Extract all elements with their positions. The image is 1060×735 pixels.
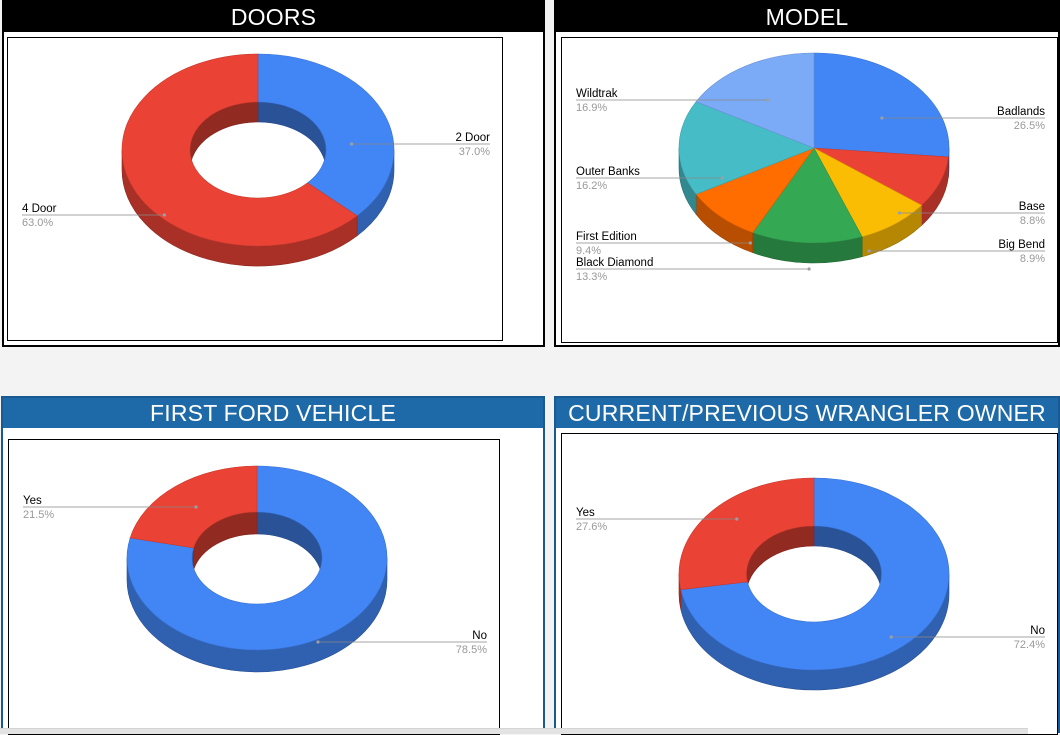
slice-percent-black-diamond: 13.3% — [576, 271, 607, 283]
leader-dot-no — [316, 640, 320, 644]
slice-percent-no: 78.5% — [456, 644, 487, 656]
wrangler-chart-area: No 72.4% Yes 27.6% — [561, 433, 1058, 735]
slice-label-badlands: Badlands — [997, 106, 1045, 118]
slice-percent-2-door: 37.0% — [459, 146, 490, 158]
leader-dot-yes — [194, 505, 198, 509]
slice-percent-badlands: 26.5% — [1014, 120, 1045, 132]
slice-percent-no: 72.4% — [1014, 639, 1045, 651]
leader-dot-outer-banks — [720, 176, 724, 180]
leader-dot-big-bend — [867, 249, 871, 253]
slice-badlands[interactable] — [813, 52, 950, 158]
slice-2-door[interactable] — [257, 53, 395, 217]
slice-percent-yes: 21.5% — [23, 509, 54, 521]
slice-percent-wildtrak: 16.9% — [576, 102, 607, 114]
doors-panel: DOORS 2 Door 37.0% 4 Door 63.0% — [2, 0, 545, 347]
doors-chart: 2 Door 37.0% 4 Door 63.0% — [22, 53, 490, 267]
slice-label-base: Base — [1019, 201, 1045, 213]
slice-percent-yes: 27.6% — [576, 521, 607, 533]
model-panel: MODEL Badlands 26.5% Base 8.8% Big Bend 8.9% B… — [554, 0, 1060, 347]
model-chart-area: Badlands 26.5% Base 8.8% Big Bend 8.9% Black D… — [561, 37, 1058, 343]
slice-outer-banks[interactable] — [678, 101, 815, 195]
slice-no[interactable] — [680, 477, 950, 671]
leader-dot-yes — [735, 517, 739, 521]
slice-label-no: No — [1030, 625, 1045, 637]
leader-dot-2-door — [350, 142, 354, 146]
slice-percent-big-bend: 8.9% — [1020, 253, 1045, 265]
first-ford-panel: FIRST FORD VEHICLE No 78.5% Yes 21.5% — [1, 396, 545, 735]
model-panel-title: MODEL — [556, 2, 1058, 32]
slice-label-wildtrak: Wildtrak — [576, 88, 618, 100]
slice-label-big-bend: Big Bend — [998, 239, 1045, 251]
leader-dot-4-door — [162, 213, 166, 217]
slice-label-first-edition: First Edition — [576, 231, 637, 243]
horizontal-scrollbar[interactable] — [0, 728, 1028, 734]
slice-wildtrak[interactable] — [695, 52, 815, 149]
wrangler-panel: CURRENT/PREVIOUS WRANGLER OWNER No 72.4% Y… — [554, 396, 1060, 735]
leader-dot-black-diamond — [807, 267, 811, 271]
slice-no[interactable] — [126, 465, 388, 651]
leader-dot-wildtrak — [765, 98, 770, 102]
slice-percent-outer-banks: 16.2% — [576, 180, 607, 192]
slice-yes[interactable] — [678, 477, 815, 590]
slice-percent-4-door: 63.0% — [22, 217, 53, 229]
slice-4-door[interactable] — [121, 53, 358, 247]
slice-percent-first-edition: 9.4% — [576, 245, 601, 257]
slice-label-yes: Yes — [576, 507, 595, 519]
doors-chart-area: 2 Door 37.0% 4 Door 63.0% — [7, 37, 503, 341]
first-ford-panel-title: FIRST FORD VEHICLE — [3, 398, 543, 428]
slice-label-4-door: 4 Door — [22, 203, 57, 215]
slice-label-no: No — [472, 630, 487, 642]
wrangler-panel-title: CURRENT/PREVIOUS WRANGLER OWNER — [556, 398, 1058, 428]
slice-label-yes: Yes — [23, 495, 42, 507]
model-chart: Badlands 26.5% Base 8.8% Big Bend 8.9% Black D… — [576, 52, 1045, 283]
leader-dot-base — [897, 211, 902, 215]
leader-dot-no — [889, 635, 893, 639]
first-ford-chart: No 78.5% Yes 21.5% — [23, 465, 487, 673]
slice-percent-base: 8.8% — [1020, 215, 1045, 227]
doors-panel-title: DOORS — [4, 2, 543, 32]
slice-label-black-diamond: Black Diamond — [576, 257, 653, 269]
first-ford-chart-area: No 78.5% Yes 21.5% — [8, 439, 500, 735]
slice-label-2-door: 2 Door — [455, 132, 490, 144]
slice-label-outer-banks: Outer Banks — [576, 166, 640, 178]
leader-dot-badlands — [880, 116, 884, 120]
leader-dot-first-edition — [748, 241, 752, 245]
wrangler-chart: No 72.4% Yes 27.6% — [576, 477, 1045, 691]
